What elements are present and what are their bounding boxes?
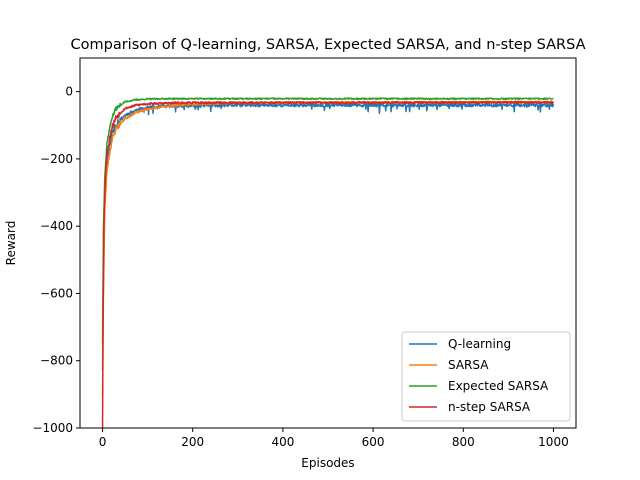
series-line	[101, 102, 555, 371]
x-axis-label: Episodes	[301, 456, 354, 470]
y-tick-label: 0	[65, 85, 73, 99]
series-line	[101, 97, 554, 345]
x-axis: 0 200 400 600 800 1000	[99, 428, 569, 449]
y-tick-label: −1000	[32, 421, 73, 435]
x-tick-label: 200	[181, 435, 204, 449]
legend-frame	[401, 331, 571, 422]
y-tick-label: −400	[40, 219, 73, 233]
legend-label: Expected SARSA	[448, 379, 549, 393]
plot-frame	[79, 57, 577, 429]
x-tick-label: 600	[362, 435, 385, 449]
x-tick-label: 0	[99, 435, 107, 449]
y-axis: −1000 −800 −600 −400 −200 0	[32, 85, 80, 435]
x-tick-label: 1000	[538, 435, 569, 449]
x-tick-label: 400	[271, 435, 294, 449]
legend: Q-learning SARSA Expected SARSA n-step SARS…	[401, 331, 571, 422]
series-line	[101, 100, 554, 428]
chart-title: Comparison of Q-learning, SARSA, Expecte…	[71, 37, 586, 53]
series-layer	[101, 97, 555, 428]
y-axis-label: Reward	[4, 221, 18, 266]
y-tick-label: −200	[40, 152, 73, 166]
y-tick-label: −800	[40, 354, 73, 368]
legend-label: SARSA	[448, 358, 489, 372]
x-tick-label: 800	[452, 435, 475, 449]
legend-label: n-step SARSA	[448, 400, 531, 414]
y-tick-label: −600	[40, 286, 73, 300]
legend-label: Q-learning	[448, 337, 511, 351]
